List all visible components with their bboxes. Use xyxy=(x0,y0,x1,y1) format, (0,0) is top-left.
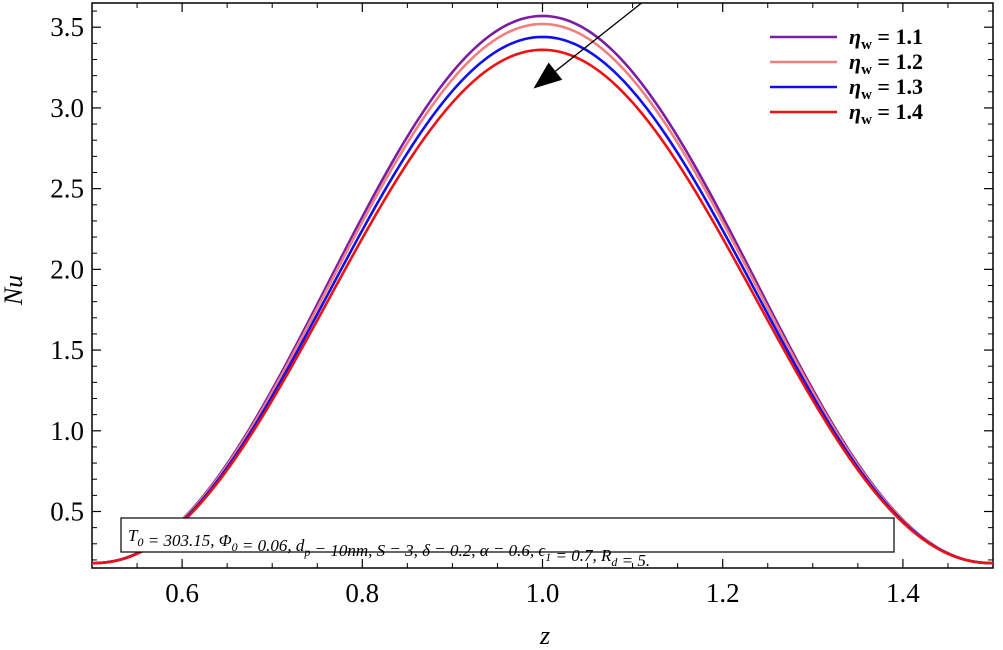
series-line-4 xyxy=(91,48,994,565)
x-axis-title: z xyxy=(539,621,550,650)
axis-ticks xyxy=(92,3,993,568)
y-tick-label: 0.5 xyxy=(50,497,84,527)
x-tick-label: 1.0 xyxy=(526,578,560,608)
y-tick-label: 1.5 xyxy=(50,335,84,365)
legend-label: ηw = 1.1 xyxy=(849,24,923,53)
y-tick-label: 3.5 xyxy=(50,12,84,42)
x-tick-labels: 0.6 0.8 1.0 1.2 1.4 xyxy=(165,578,920,608)
trend-arrow xyxy=(533,2,643,89)
x-tick-label: 1.2 xyxy=(706,578,740,608)
y-axis-title: Nu xyxy=(0,275,28,306)
y-tick-labels: 0.5 1.0 1.5 2.0 2.5 3.0 3.5 xyxy=(50,12,84,526)
x-tick-label: 1.4 xyxy=(886,578,920,608)
series-line-2 xyxy=(91,22,994,565)
x-tick-label: 0.6 xyxy=(165,578,199,608)
legend-label: ηw = 1.2 xyxy=(849,49,923,78)
parameter-box: T0 = 303.15, Φ0 = 0.06, dp = 10nm, S = 3… xyxy=(120,517,895,570)
y-tick-label: 3.0 xyxy=(50,93,84,123)
legend-label: ηw = 1.4 xyxy=(849,99,923,128)
series-lines xyxy=(91,14,994,565)
series-line-3 xyxy=(91,35,994,565)
y-tick-label: 1.0 xyxy=(50,416,84,446)
parameter-text: T0 = 303.15, Φ0 = 0.06, dp = 10nm, S = 3… xyxy=(128,526,650,570)
legend: ηw = 1.1ηw = 1.2ηw = 1.3ηw = 1.4 xyxy=(770,24,923,128)
x-tick-label: 0.8 xyxy=(345,578,379,608)
y-tick-label: 2.0 xyxy=(50,254,84,284)
legend-label: ηw = 1.3 xyxy=(849,74,923,103)
arrow-head xyxy=(533,62,563,89)
parameter-box-frame xyxy=(120,517,895,553)
arrow-shaft xyxy=(555,2,643,72)
y-tick-label: 2.5 xyxy=(50,174,84,204)
